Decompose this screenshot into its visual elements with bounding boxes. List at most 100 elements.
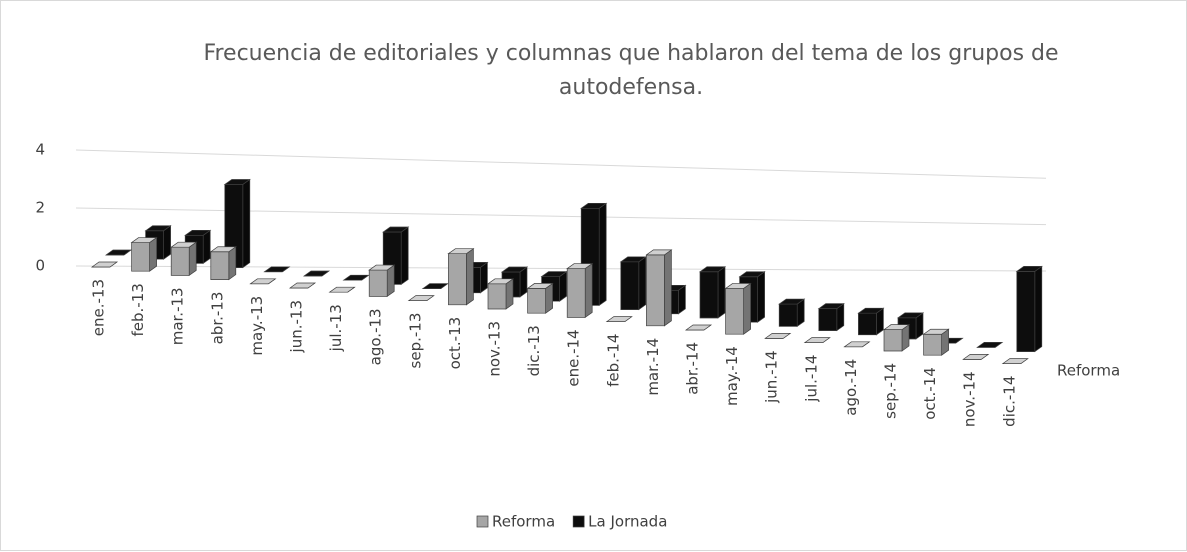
chart-title: Frecuencia de editoriales y columnas que…	[203, 41, 1059, 100]
x-tick-label: may.-13	[248, 296, 266, 356]
bar	[447, 248, 475, 306]
x-tick-label: ene.-14	[565, 329, 583, 386]
bar-top	[580, 202, 608, 209]
bar	[976, 342, 1004, 348]
bar-front	[566, 268, 586, 318]
x-tick-label: feb.-14	[604, 334, 622, 387]
bar-side	[242, 178, 251, 269]
bar-top	[803, 337, 831, 343]
x-tick-label: dic.-13	[525, 325, 543, 376]
bar-front	[699, 271, 719, 319]
legend-label: Reforma	[492, 513, 555, 531]
bar-top	[209, 246, 237, 253]
bar-top	[170, 241, 198, 248]
bar	[263, 266, 291, 273]
bar-front	[620, 261, 640, 310]
x-tick-label: jun.-13	[288, 300, 306, 353]
bar	[922, 328, 950, 356]
x-tick-label: ene.-13	[90, 279, 108, 336]
bar-front	[778, 303, 798, 327]
bar-top	[144, 225, 172, 232]
bar-side	[163, 225, 171, 260]
bar-top	[184, 229, 212, 236]
bar-top	[764, 333, 792, 339]
bar	[90, 261, 119, 268]
bar	[526, 282, 554, 314]
bar-top	[130, 237, 158, 243]
x-tick-label: nov.-14	[961, 371, 979, 427]
x-tick-label: ago.-13	[367, 308, 385, 365]
bar	[803, 337, 831, 343]
bar-top	[447, 248, 475, 255]
x-tick-label: may.-14	[723, 346, 741, 406]
bar-top	[1015, 266, 1043, 272]
bar	[382, 226, 410, 286]
bar-top	[843, 341, 871, 348]
bar	[302, 270, 331, 277]
bar	[882, 323, 911, 352]
bar	[342, 274, 370, 281]
bar-top	[922, 328, 950, 335]
bar-top	[817, 303, 845, 309]
bar-front	[923, 333, 942, 356]
bar-top	[896, 312, 925, 319]
bar-top	[342, 274, 370, 281]
bar	[1001, 358, 1029, 364]
bar	[724, 282, 752, 335]
bar-top	[962, 354, 990, 360]
x-tick-label: jul.-14	[802, 355, 820, 403]
bar-side	[188, 241, 197, 277]
bar-top	[526, 283, 554, 289]
bar	[421, 283, 449, 289]
bar-top	[368, 264, 396, 271]
bar	[698, 266, 727, 319]
bar	[605, 316, 633, 322]
legend-swatch	[476, 515, 489, 528]
bar	[619, 256, 647, 311]
bar-front	[131, 242, 150, 272]
bar	[104, 249, 133, 256]
bar-top	[724, 283, 752, 289]
bar	[645, 249, 673, 327]
bar-side	[757, 271, 765, 323]
bar-top	[698, 266, 727, 273]
bar	[1015, 265, 1043, 353]
bar-top	[288, 282, 317, 289]
bar-front	[646, 254, 665, 327]
bar	[857, 307, 885, 336]
x-tick-label: feb.-13	[129, 283, 147, 336]
bar-top	[249, 278, 277, 285]
bar-top	[645, 249, 673, 256]
bar	[486, 278, 515, 310]
bar-front	[527, 288, 546, 314]
bar-top	[90, 261, 119, 268]
bar-side	[584, 262, 593, 319]
x-tick-label: oct.-14	[921, 367, 939, 420]
bar-top	[486, 278, 515, 285]
bar-front	[487, 283, 507, 310]
bar-top	[976, 342, 1004, 348]
x-tick-label: jun.-14	[763, 350, 781, 403]
bar	[249, 278, 277, 285]
x-tick-label: jul.-13	[327, 304, 345, 352]
bar-front	[368, 269, 388, 297]
bar-top	[778, 298, 806, 305]
bar-side	[664, 249, 672, 327]
bar	[566, 262, 594, 319]
x-tick-label: nov.-13	[486, 321, 504, 377]
legend-swatch	[572, 515, 585, 528]
bar-side	[386, 264, 395, 298]
bar-side	[717, 266, 726, 319]
bar-side	[228, 246, 237, 281]
bar-top	[619, 256, 647, 263]
bar-front	[883, 329, 903, 352]
bar	[368, 264, 396, 298]
bar-top	[566, 263, 594, 269]
bar-front	[818, 308, 838, 331]
x-tick-label: sep.-13	[406, 313, 424, 369]
x-tick-label: abr.-13	[208, 292, 226, 345]
x-tick-label: oct.-13	[446, 317, 464, 370]
x-tick-label: mar.-14	[644, 338, 662, 396]
